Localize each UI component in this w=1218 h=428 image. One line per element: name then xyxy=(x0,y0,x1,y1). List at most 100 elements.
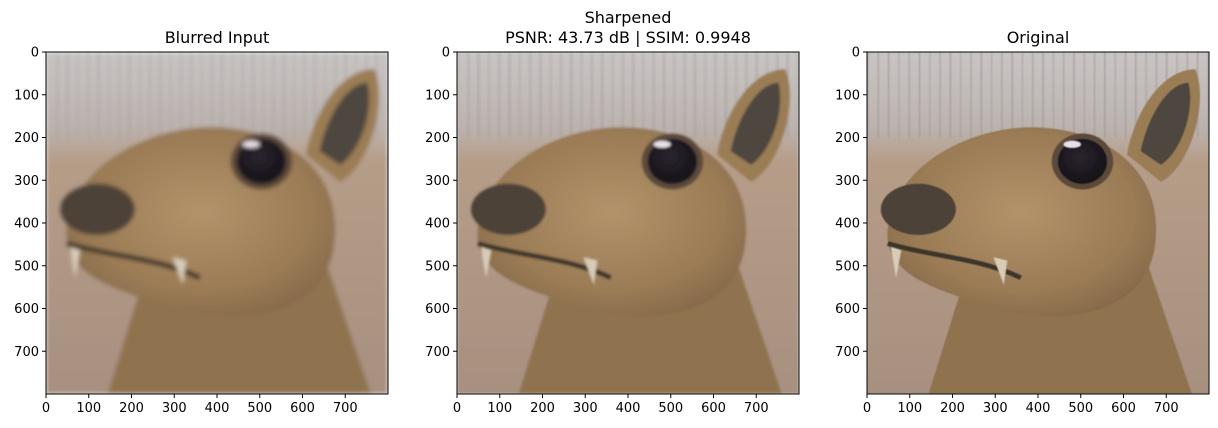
wall-streak xyxy=(272,52,275,138)
y-tick-label: 0 xyxy=(31,46,39,61)
wall-streak xyxy=(241,52,244,138)
wall-streak xyxy=(560,52,562,138)
x-tick-label: 400 xyxy=(616,401,641,416)
x-tick-label: 700 xyxy=(1154,401,1179,416)
wall-streak xyxy=(385,52,388,138)
x-tick-label: 500 xyxy=(1068,401,1093,416)
wall-streak xyxy=(1124,52,1127,138)
wall-streak xyxy=(87,52,90,138)
wall-streak xyxy=(169,52,172,138)
wall-streak xyxy=(928,52,931,138)
wall-streak xyxy=(990,52,993,138)
wall-streak xyxy=(200,52,203,138)
wall-streak xyxy=(683,52,686,138)
wall-streak xyxy=(190,52,193,138)
wall-streak xyxy=(210,52,213,138)
x-tick-label: 700 xyxy=(333,401,358,416)
wall-streak xyxy=(1073,52,1075,138)
wall-streak xyxy=(621,52,624,138)
eye-highlight xyxy=(242,140,260,148)
wall-streak xyxy=(611,52,614,138)
y-tick-label: 500 xyxy=(14,259,39,274)
wall-streak xyxy=(652,52,655,138)
wall-streak xyxy=(549,52,552,138)
wall-streak xyxy=(303,52,306,138)
wall-streak xyxy=(980,52,983,138)
x-tick-label: 600 xyxy=(1111,401,1136,416)
wall-streak xyxy=(970,52,972,138)
x-tick-label: 0 xyxy=(453,401,461,416)
wall-streak xyxy=(529,52,532,138)
y-tick-label: 600 xyxy=(14,302,39,317)
wall-streak xyxy=(897,52,900,138)
y-tick-label: 500 xyxy=(425,259,450,274)
nose xyxy=(59,183,135,235)
panel-subtitle: PSNR: 43.73 dB | SSIM: 0.9948 xyxy=(505,28,751,47)
y-tick-label: 0 xyxy=(442,46,450,61)
wall-streak xyxy=(1134,52,1137,138)
wall-streak xyxy=(1062,52,1065,138)
y-tick-label: 300 xyxy=(835,174,860,189)
wall-streak xyxy=(1000,52,1003,138)
wall-streak xyxy=(1103,52,1106,138)
image-area xyxy=(46,52,388,394)
wall-streak xyxy=(1052,52,1055,138)
wall-streak xyxy=(221,52,224,138)
y-tick-label: 600 xyxy=(425,302,450,317)
wall-streak xyxy=(1114,52,1117,138)
fang-right xyxy=(993,257,1008,285)
wall-streak xyxy=(66,52,69,138)
wall-streak xyxy=(642,52,645,138)
panel-title: Original xyxy=(1007,28,1070,47)
nose xyxy=(470,183,546,235)
x-tick-label: 100 xyxy=(487,401,512,416)
wall-streak xyxy=(313,52,316,138)
x-tick-label: 300 xyxy=(983,401,1008,416)
y-tick-label: 400 xyxy=(14,217,39,232)
y-tick-label: 300 xyxy=(14,174,39,189)
wall-streak xyxy=(632,52,635,138)
wall-streak xyxy=(918,52,921,138)
y-tick-label: 600 xyxy=(835,302,860,317)
x-tick-label: 300 xyxy=(162,401,187,416)
wall-streak xyxy=(324,52,327,138)
x-tick-label: 0 xyxy=(863,401,871,416)
wall-streak xyxy=(724,52,727,138)
wall-streak xyxy=(498,52,501,138)
wall-streak xyxy=(704,52,707,138)
y-tick-label: 100 xyxy=(14,88,39,103)
wall-streak xyxy=(1021,52,1024,138)
ear-inner xyxy=(730,82,781,165)
nose xyxy=(880,183,956,235)
wall-streak xyxy=(959,52,962,138)
wall-streak xyxy=(508,52,511,138)
wall-streak xyxy=(97,52,100,138)
mouth xyxy=(476,241,612,280)
wall-streak xyxy=(1093,52,1096,138)
wall-streak xyxy=(518,52,521,138)
fang-right xyxy=(172,257,187,285)
x-tick-label: 400 xyxy=(205,401,230,416)
y-tick-label: 700 xyxy=(425,345,450,360)
wall-streak xyxy=(590,52,593,138)
ear-inner xyxy=(319,82,370,165)
x-tick-label: 100 xyxy=(76,401,101,416)
wall-streak xyxy=(673,52,676,138)
wall-streak xyxy=(107,52,110,138)
fang-left xyxy=(480,246,492,278)
wall-streak xyxy=(467,52,470,138)
wall-streak xyxy=(149,52,151,138)
fang-left xyxy=(69,246,81,278)
wall-streak xyxy=(580,52,583,138)
wall-streak xyxy=(282,52,285,138)
y-tick-label: 200 xyxy=(425,131,450,146)
wall-streak xyxy=(477,52,480,138)
y-tick-label: 100 xyxy=(835,88,860,103)
y-tick-label: 200 xyxy=(835,131,860,146)
panel-title: Sharpened xyxy=(585,8,672,27)
wall-streak xyxy=(1031,52,1034,138)
wall-streak xyxy=(138,52,141,138)
wall-streak xyxy=(262,52,265,138)
y-tick-label: 300 xyxy=(425,174,450,189)
y-tick-label: 200 xyxy=(14,131,39,146)
